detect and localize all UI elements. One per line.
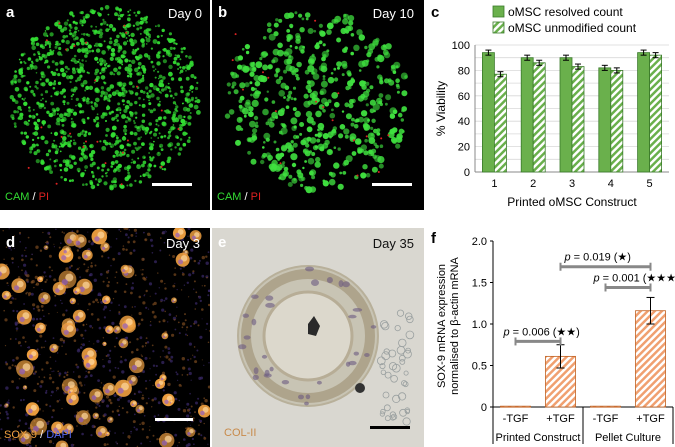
xtick-f-0: -TGF xyxy=(503,413,529,425)
bar-c-1-3 xyxy=(559,57,573,173)
ytick-c-6: 60 xyxy=(458,91,470,103)
ytick-c-4: 40 xyxy=(458,116,470,128)
group-label-f-1: Pellet Culture xyxy=(595,432,661,444)
bar-c-1-1 xyxy=(482,52,495,173)
sig-text-f-0: = 0.006 (★★) xyxy=(510,326,580,338)
stain-label-d: SOX-9 / DAPI xyxy=(4,429,72,441)
day-label-d: Day 3 xyxy=(166,236,200,251)
legend-label-c-1: oMSC resolved count xyxy=(508,5,623,19)
panel-label-c: c xyxy=(431,4,440,21)
legend-swatch-c-2 xyxy=(492,21,505,34)
bar-c-1-2 xyxy=(520,57,534,173)
sig-text-f-1: = 0.001 (★★★) xyxy=(600,272,675,284)
panel-label-d: d xyxy=(6,234,16,251)
ytick-c-10: 100 xyxy=(452,40,470,52)
xtick-f-1: +TGF xyxy=(546,413,575,425)
micrograph-b: b Day 10 CAM / PI xyxy=(212,0,424,210)
stain-sep-a: / xyxy=(29,191,39,203)
stain-sep-d: / xyxy=(37,429,47,441)
ytick-f-4: 2.0 xyxy=(472,236,487,248)
cell-field-d xyxy=(0,228,210,447)
legend-swatch-c-1 xyxy=(492,5,505,18)
sig-label-f-2: p = 0.019 (★) xyxy=(564,252,631,264)
chart-f-svg: 0 0.5 1.0 1.5 2.0 -TGF +TGF -TGF +TGF Printed Con… xyxy=(436,236,675,444)
scale-bar-a xyxy=(152,183,192,186)
xtick-c-2: 2 xyxy=(530,178,536,190)
panel-label-f: f xyxy=(431,230,436,247)
stain-cam-a: CAM xyxy=(5,191,30,203)
bar-c-2-5 xyxy=(649,54,663,173)
ytick-f-3: 1.5 xyxy=(472,278,487,290)
scale-bar-d xyxy=(155,418,193,421)
sig-p-f-0: p xyxy=(503,326,510,338)
ytick-c-8: 80 xyxy=(458,65,470,77)
day-label-a: Day 0 xyxy=(168,6,202,21)
ylabel-f-1: normalised to β-actin mRNA xyxy=(449,256,461,394)
panel-label-a: a xyxy=(6,4,15,21)
chart-f: 0 0.5 1.0 1.5 2.0 -TGF +TGF -TGF +TGF Printed Con… xyxy=(427,226,675,447)
cell-field-b xyxy=(224,11,408,194)
cell-field-a xyxy=(9,5,201,191)
group-label-f-0: Printed Construct xyxy=(496,432,581,444)
bar-f-3 xyxy=(635,310,666,408)
day-label-b: Day 10 xyxy=(372,6,414,21)
ylabel-c: % Viability xyxy=(434,81,448,136)
chart-c: 0 20 40 60 80 100 1 2 3 4 5 Printed oMSC Construct%… xyxy=(427,0,675,215)
sox9-cells-d xyxy=(0,228,210,447)
ytick-c-2: 20 xyxy=(458,142,470,154)
stain-cam-b: CAM xyxy=(217,191,242,203)
ytick-f-0: 0 xyxy=(481,402,487,414)
xtick-f-2: -TGF xyxy=(593,413,619,425)
stain-sox9-d: SOX-9 xyxy=(4,429,38,441)
xtick-c-4: 4 xyxy=(608,178,614,190)
micrograph-d: d Day 3 SOX-9 / DAPI xyxy=(0,228,210,447)
panel-label-b: b xyxy=(218,4,228,21)
micrograph-a: a Day 0 CAM / PI xyxy=(0,0,210,210)
xtick-c-5: 5 xyxy=(647,178,653,190)
legend-label-c-2: oMSC unmodified count xyxy=(508,21,637,35)
cam-cells-b xyxy=(224,11,408,194)
stain-label-a: CAM / PI xyxy=(5,191,49,203)
xlabel-c: Printed oMSC Construct xyxy=(507,195,637,209)
stain-dapi-d: DAPI xyxy=(46,429,72,441)
bar-c-1-4 xyxy=(598,67,612,173)
xtick-c-1: 1 xyxy=(491,178,497,190)
scale-bar-e xyxy=(370,426,410,429)
col2-ring-e xyxy=(237,265,415,426)
ytick-f-2: 1.0 xyxy=(472,319,487,331)
ytick-f-1: 0.5 xyxy=(472,361,487,373)
xtick-c-3: 3 xyxy=(569,178,575,190)
stain-pi-b: PI xyxy=(250,191,262,203)
stain-pi-a: PI xyxy=(38,191,50,203)
bar-c-2-1 xyxy=(494,73,507,173)
chart-c-svg: 0 20 40 60 80 100 1 2 3 4 5 Printed oMSC Construct%… xyxy=(434,5,669,209)
micrograph-e: e Day 35 COL-II xyxy=(212,228,424,447)
bar-f-0 xyxy=(500,405,531,408)
sig-p-f-2: p xyxy=(564,252,571,264)
bar-c-2-3 xyxy=(571,66,585,173)
stain-label-b: CAM / PI xyxy=(217,191,261,203)
bar-f-2 xyxy=(590,405,621,408)
chondrocyte-ring-e xyxy=(237,265,415,426)
sig-p-f-1: p xyxy=(593,272,600,284)
ylabel-f-0: SOX-9 mRNA expression xyxy=(436,264,448,388)
sig-text-f-2: = 0.019 (★) xyxy=(571,252,631,264)
stain-sep-b: / xyxy=(241,191,251,203)
sig-label-f-1: p = 0.001 (★★★) xyxy=(593,272,675,284)
ytick-c-0: 0 xyxy=(464,167,470,179)
sig-label-f-0: p = 0.006 (★★) xyxy=(503,326,580,338)
xtick-f-3: +TGF xyxy=(636,413,665,425)
stain-label-e: COL-II xyxy=(224,427,257,439)
cam-cells-a xyxy=(9,5,201,191)
bar-c-1-5 xyxy=(637,52,651,173)
bar-c-2-4 xyxy=(610,70,624,173)
day-label-e: Day 35 xyxy=(372,236,414,251)
panel-label-e: e xyxy=(218,234,227,251)
bar-c-2-2 xyxy=(532,62,546,173)
scale-bar-b xyxy=(372,183,412,186)
